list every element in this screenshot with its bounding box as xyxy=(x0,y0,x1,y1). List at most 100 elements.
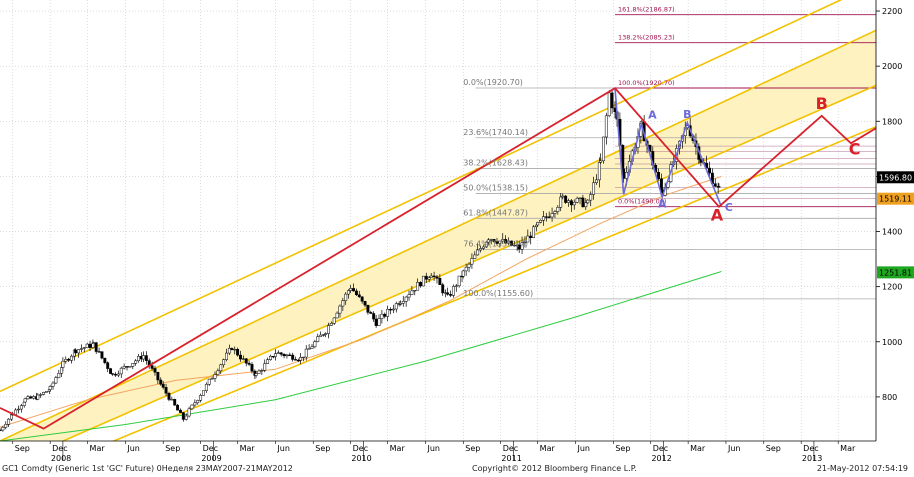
candle-body xyxy=(529,235,533,238)
candle xyxy=(504,235,508,245)
candle xyxy=(427,276,431,283)
candle-body xyxy=(304,348,308,358)
candle xyxy=(304,345,308,361)
candle xyxy=(586,198,590,205)
candle-body xyxy=(578,197,582,199)
candle xyxy=(128,366,132,368)
candle xyxy=(176,403,180,411)
candle xyxy=(589,191,593,207)
candle-body xyxy=(54,377,58,384)
candle-body xyxy=(467,263,471,268)
candle xyxy=(241,355,245,361)
candle-body xyxy=(310,346,314,349)
candle-body xyxy=(131,363,135,367)
x-tick-label: Jun xyxy=(426,444,440,453)
candle xyxy=(202,390,205,396)
fib-retracement-label: 100.0%(1155.60) xyxy=(463,289,533,298)
candle-body xyxy=(116,373,120,376)
candle xyxy=(489,238,493,245)
candle-body xyxy=(541,216,545,221)
x-tick-label: Mar xyxy=(690,444,706,453)
candle-body xyxy=(589,194,593,201)
candle xyxy=(383,312,387,319)
candle-body xyxy=(91,342,95,344)
candle xyxy=(181,411,185,422)
candle xyxy=(187,406,191,418)
candle-body xyxy=(159,379,163,385)
candle-body xyxy=(19,405,23,410)
candle-body xyxy=(236,348,240,356)
candle xyxy=(413,289,417,296)
candle xyxy=(269,354,272,361)
candle-body xyxy=(114,373,117,376)
candle-body xyxy=(4,424,8,428)
candle xyxy=(91,341,95,344)
candle xyxy=(407,290,411,301)
price-tag-box xyxy=(877,192,914,205)
candle-body xyxy=(173,399,177,406)
candle-body xyxy=(222,359,226,366)
candle-body xyxy=(307,348,311,350)
x-tick-label: Dec xyxy=(803,444,818,453)
candle-body xyxy=(42,392,46,395)
candle-body xyxy=(427,277,431,280)
candle xyxy=(29,395,33,399)
candle xyxy=(204,382,208,393)
candle xyxy=(299,352,302,365)
candle-body xyxy=(507,240,510,244)
candle-body xyxy=(103,357,107,363)
fib-retracement-label: 38.2%(1628.43) xyxy=(463,159,528,168)
wave-label: A xyxy=(648,109,657,122)
candle xyxy=(285,353,289,359)
candle-body xyxy=(357,294,361,298)
candle xyxy=(512,240,516,247)
candle-body xyxy=(391,308,395,311)
wave-label: C xyxy=(849,139,861,158)
candle xyxy=(282,353,286,359)
candle xyxy=(179,408,182,413)
wave-label: B xyxy=(683,108,691,121)
x-tick-label: Sep xyxy=(615,444,630,453)
candle xyxy=(213,371,217,383)
candle-body xyxy=(398,303,402,305)
y-tick-label: 1800 xyxy=(882,117,902,126)
candle-body xyxy=(372,313,376,320)
x-tick-label: Dec xyxy=(503,444,518,453)
candle xyxy=(257,369,261,374)
candle-body xyxy=(100,351,104,359)
candle xyxy=(449,290,452,298)
candle xyxy=(227,344,231,356)
candle xyxy=(544,212,548,222)
candle-body xyxy=(532,226,536,238)
x-tick-label: Mar xyxy=(390,444,406,453)
candle-body xyxy=(569,200,573,206)
candle xyxy=(97,347,101,353)
candle-body xyxy=(7,418,11,425)
candle-body xyxy=(193,402,197,406)
candle xyxy=(457,275,461,288)
candle-body xyxy=(23,398,27,403)
candle-body xyxy=(88,343,92,348)
candle xyxy=(335,311,339,319)
candle-body xyxy=(657,172,660,179)
channel-line xyxy=(111,126,876,441)
candle-body xyxy=(254,373,258,376)
candle-body xyxy=(599,160,603,163)
candle xyxy=(273,349,277,361)
candle-body xyxy=(51,382,55,387)
candle xyxy=(507,237,510,245)
candle-body xyxy=(520,242,524,250)
candle-body xyxy=(285,354,289,357)
candle xyxy=(446,287,450,296)
candle-body xyxy=(586,199,590,204)
candle-body xyxy=(291,354,295,360)
candle-body xyxy=(561,195,565,198)
candle xyxy=(131,363,135,370)
y-tick-label: 1400 xyxy=(882,228,902,237)
candle xyxy=(79,344,83,353)
candle xyxy=(523,236,527,248)
footer-instrument: GC1 Comdty (Generic 1st 'GC' Future) 0Не… xyxy=(2,464,293,473)
fib-extension-label: 100.0%(1920.70) xyxy=(618,79,675,87)
candle xyxy=(347,289,351,299)
